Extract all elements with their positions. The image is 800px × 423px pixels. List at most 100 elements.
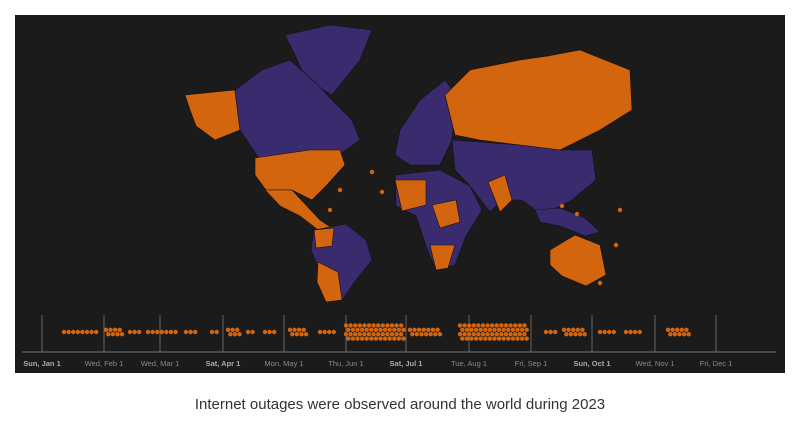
outage-dot [501, 336, 506, 341]
southeast-asia-islands [534, 207, 601, 237]
outage-dot [487, 327, 493, 332]
outage-dot [343, 332, 349, 337]
outage-dot [250, 329, 255, 335]
outage-dot [357, 323, 362, 328]
timeline-ticks: Sun, Jan 1 Wed, Feb 1 Wed, Mar 1 Sat, Apr 1… [23, 315, 732, 368]
outage-dot [348, 323, 353, 328]
outage-dot [568, 332, 574, 337]
central-africa [431, 199, 461, 229]
outage-dot [317, 329, 323, 335]
outage-dot [517, 332, 522, 337]
outage-dot [564, 332, 569, 337]
outage-dot [483, 327, 488, 332]
timeline-tick-label: Wed, Nov 1 [635, 359, 674, 368]
outage-dot [225, 327, 231, 332]
outage-dot [399, 323, 404, 328]
outage-dot [108, 327, 113, 332]
outage-dot [464, 336, 470, 341]
outage-dot [369, 336, 374, 341]
outage-dot [385, 332, 390, 337]
outage-dot [515, 336, 520, 341]
outage-dot [353, 323, 358, 328]
timeline-tick-label: Wed, Feb 1 [85, 359, 124, 368]
outage-dot [426, 327, 431, 332]
timeline-tick-label: Fri, Dec 1 [700, 359, 733, 368]
outage-dot [421, 327, 426, 332]
argentina [316, 261, 343, 303]
outage-dot [389, 323, 395, 328]
outage-dot [490, 323, 495, 328]
outage-dot [476, 323, 481, 328]
outage-dot [548, 329, 553, 335]
outage-dot [137, 329, 142, 335]
outage-dot [115, 332, 120, 337]
timeline-tick-label: Tue, Aug 1 [451, 359, 487, 368]
outage-dot [159, 329, 164, 335]
outage-dot [460, 336, 465, 341]
outage-dot [597, 280, 603, 286]
outage-dot [80, 329, 85, 335]
outage-dot [543, 329, 549, 335]
outage-dot [561, 327, 567, 332]
outage-dot [628, 329, 633, 335]
outage-dot [401, 327, 406, 332]
outage-dot [417, 327, 422, 332]
outage-dot [410, 332, 415, 337]
outage-dot [471, 332, 476, 337]
outage-dot [327, 329, 332, 335]
outage-dot [155, 329, 160, 335]
outage-dot [359, 336, 365, 341]
outage-dot [366, 323, 372, 328]
outage-dot [473, 327, 479, 332]
outage-dot [369, 327, 374, 332]
outage-dot [348, 332, 353, 337]
outage-dot [373, 327, 379, 332]
outage-dot [487, 336, 493, 341]
outage-dot [117, 327, 123, 332]
outage-dot [515, 327, 520, 332]
timeline-tick-label: Fri, Sep 1 [515, 359, 548, 368]
outage-dot [272, 329, 277, 335]
outage-dot [524, 336, 529, 341]
outage-dot [623, 329, 629, 335]
outage-dot [437, 332, 443, 337]
russia [444, 49, 633, 151]
outage-dot [209, 329, 215, 335]
outage-dot [94, 329, 99, 335]
outage-dot [359, 327, 365, 332]
outage-dot [496, 336, 502, 341]
outage-dot [573, 332, 578, 337]
outage-dot [677, 332, 682, 337]
outage-dot [492, 336, 497, 341]
outage-dot [577, 332, 583, 337]
outage-dot [262, 329, 268, 335]
outage-dot [355, 336, 360, 341]
outage-dot [499, 323, 504, 328]
outage-dot [299, 332, 304, 337]
outage-dot [230, 327, 235, 332]
south-asia-patch [487, 174, 513, 213]
outage-dot [675, 327, 680, 332]
outage-dot [376, 323, 381, 328]
outage-dot [414, 332, 420, 337]
outage-dot [164, 329, 169, 335]
outage-dot [84, 329, 90, 335]
outage-dot [369, 169, 375, 175]
outage-dot [245, 329, 251, 335]
outage-dot [467, 332, 472, 337]
west-africa [394, 179, 427, 212]
timeline-tick-label: Thu, Jun 1 [328, 359, 363, 368]
outage-dot [566, 327, 571, 332]
southern-africa [429, 244, 456, 271]
outage-dot [469, 327, 474, 332]
outage-dot [494, 323, 499, 328]
colombia [313, 227, 335, 249]
outage-dot [267, 329, 272, 335]
outage-dot [582, 332, 587, 337]
outage-dot [503, 332, 509, 337]
outage-dot [371, 332, 376, 337]
outage-dot [478, 327, 483, 332]
outage-dot [480, 323, 486, 328]
outage-dot [499, 332, 504, 337]
